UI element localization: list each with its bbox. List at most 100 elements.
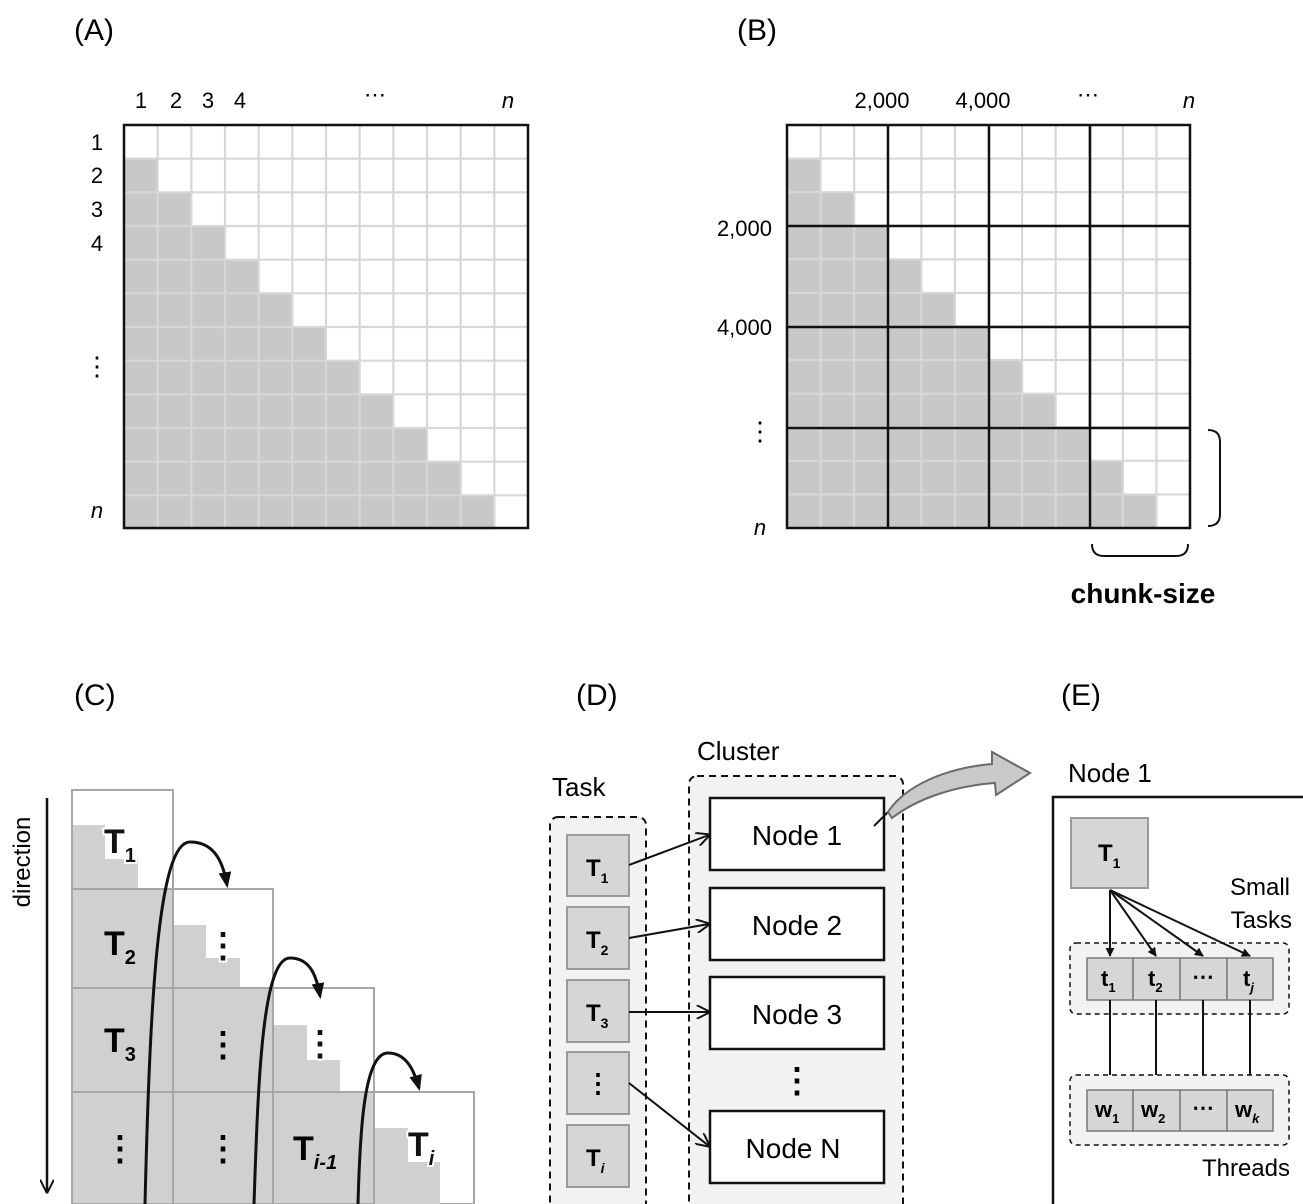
task-ti-1-prefix: T [293,1130,314,1168]
panel-a-shaded-cell [393,428,428,463]
row-label-3: 3 [91,197,103,222]
panel-a-shaded-cell [124,360,159,395]
task-block-row2 [71,888,274,989]
worker-wk-prefix: w [1234,1097,1253,1122]
worker-cells: w1 w2 ⋯ wk [1086,1089,1274,1132]
panel-d: (D) Task Cluster T1 T2 T3 ⋮ Ti Node 1 No… [549,679,1032,1204]
panel-a-shaded-cell [157,327,192,362]
panel-a-shaded-cell [326,495,361,530]
panel-b-shaded-cell [854,292,889,327]
split-arrow-2 [1109,889,1157,957]
panel-a-shaded-cell [157,192,192,227]
dependency-arrows [143,840,422,1204]
panel-a-shaded-cell [460,495,495,530]
node-2-label: Node 2 [752,910,842,941]
panel-b-shaded-cell [1022,460,1057,495]
panel-a-shaded-cell [427,461,462,496]
worker-w1-sub: 1 [1112,1111,1119,1126]
panel-b-shaded-cell [1122,494,1157,529]
task-t1-prefix: T [104,823,125,861]
panel-b-shaded-cell [921,494,956,529]
col-label-ellipsis: ⋯ [1077,82,1099,107]
task-ti-1-label: Ti-1 [293,1130,337,1174]
panel-b-shaded-cell [787,292,822,327]
small-task-t2-prefix: t [1148,966,1156,991]
panel-a-shaded-cells [124,158,495,530]
chunk-size-bracket-vertical [1207,429,1221,527]
panel-b-shaded-cell [854,393,889,428]
panel-e-label: (E) [1061,679,1101,712]
col-label-3: 3 [202,88,214,113]
node-task-sub: 1 [1113,855,1121,871]
panel-a-shaded-cell [258,327,293,362]
task-box-t1-label: T1 [586,855,609,886]
panel-b-shaded-cell [820,494,855,529]
task-box-ti-label: Ti [586,1145,606,1176]
panel-a-shaded-cell [191,461,226,496]
small-task-cells: t1 t2 ⋯ tj [1086,957,1274,1001]
worker-w2-sub: 2 [1158,1111,1165,1126]
node-3-label: Node 3 [752,999,842,1030]
row-label-n: n [754,515,766,540]
panel-b-shaded-cell [787,393,822,428]
panel-a-shaded-cell [393,495,428,530]
panel-b-shaded-cell [1089,494,1124,529]
panel-b-shaded-cell [820,460,855,495]
panel-b-shaded-cell [1055,460,1090,495]
panel-a-label: (A) [74,14,114,47]
panel-a-shaded-cell [359,394,394,429]
dots-r3c3: ⋮ [303,1025,337,1063]
panel-b-shaded-cell [787,225,822,260]
panel-a-shaded-cell [258,293,293,328]
task-t1-label: T1 [104,823,136,867]
panel-a-shaded-cell [124,428,159,463]
task-box-t3-label: T3 [586,1000,609,1031]
panel-a-shaded-cell [124,259,159,294]
panel-b-shaded-cell [988,360,1023,395]
cluster-title: Cluster [697,736,780,766]
worker-w1-label: w1 [1094,1097,1119,1126]
panel-a-shaded-cell [157,360,192,395]
panel-c: (C) direction [9,679,475,1204]
worker-wk [1226,1089,1274,1132]
panel-b-shaded-cell [820,225,855,260]
panel-a-shaded-cell [124,495,159,530]
task-ti-label: Ti [408,1126,435,1170]
panel-a-border [122,123,530,530]
panel-d-label: (D) [576,679,618,712]
node-box-n [708,1109,886,1185]
panel-a-matrix [122,123,530,530]
chunk-size-label: chunk-size [1071,578,1216,609]
panel-a-column-labels: 1 2 3 4 ⋯ n [135,82,514,113]
panel-b-shaded-cell [988,393,1023,428]
panel-a-shaded-cell [191,327,226,362]
small-tasks-line2: Tasks [1231,907,1292,934]
panel-b-shaded-cell [787,326,822,361]
panel-b-label: (B) [737,14,777,47]
panel-a-shaded-cell [157,394,192,429]
col-label-n: n [1183,88,1195,113]
row-label-1: 1 [91,130,103,155]
panel-b-shaded-cell [954,360,989,395]
panel-b-shaded-cell [954,460,989,495]
panel-b: (B) 2,000 4,000 ⋯ n 2,000 4,000 ⋮ n [717,14,1221,609]
zoom-arrow [873,750,1032,827]
task-block-row4 [71,1091,475,1204]
panel-a-shaded-cell [225,461,260,496]
panel-b-shaded-cell [921,393,956,428]
panel-a-shaded-cell [258,461,293,496]
node-dots: ⋮ [780,1062,814,1100]
panel-b-shaded-cell [887,393,922,428]
panel-a-row-labels: 1 2 3 4 ⋮ n [84,130,110,523]
panel-e: (E) Node 1 T1 Small Tasks t1 t2 ⋯ tj [1051,679,1303,1204]
panel-a-shaded-cell [124,192,159,227]
small-task-tj-prefix: t [1243,966,1251,991]
panel-b-shaded-cell [988,427,1023,462]
task-t1-sub: 1 [125,845,136,867]
task-box-ti [566,1124,630,1188]
panel-b-shaded-cell [787,158,822,193]
small-task-t2 [1132,957,1181,1001]
panel-b-shaded-cell [820,427,855,462]
panel-a-shaded-cell [258,428,293,463]
panel-a-shaded-cell [225,259,260,294]
